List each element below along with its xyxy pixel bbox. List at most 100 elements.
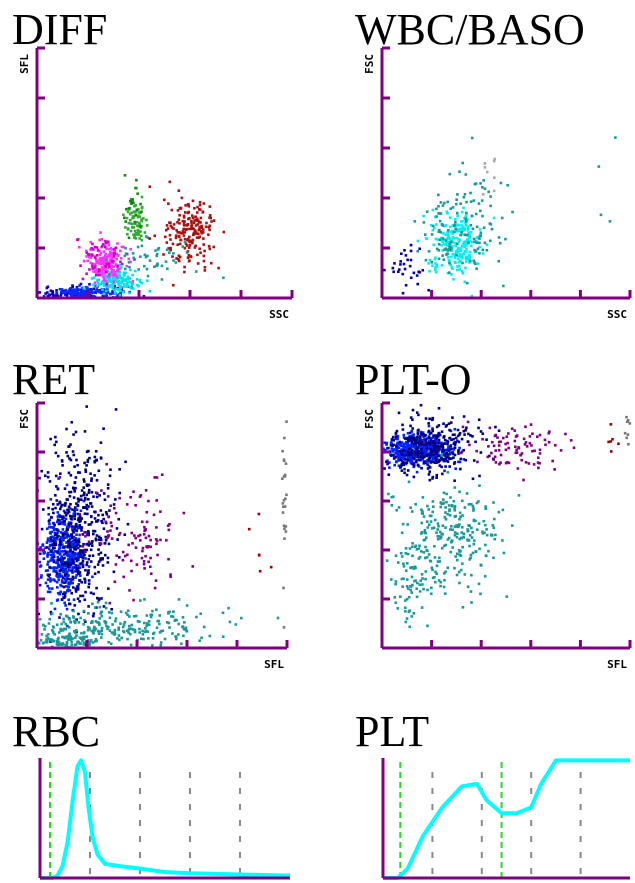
data-point <box>419 579 423 583</box>
data-point <box>399 552 403 555</box>
data-point <box>428 417 431 421</box>
data-point <box>410 591 414 594</box>
data-point <box>444 511 447 514</box>
data-point <box>50 539 53 543</box>
data-point <box>410 449 414 452</box>
data-point <box>101 268 105 272</box>
data-point <box>402 446 405 450</box>
data-point <box>82 294 85 298</box>
data-point <box>463 280 467 284</box>
data-point <box>438 556 441 560</box>
data-point <box>444 233 448 237</box>
data-point <box>56 454 60 458</box>
data-point <box>68 565 72 569</box>
data-point <box>421 268 425 272</box>
data-point <box>60 584 64 588</box>
data-point <box>53 443 56 447</box>
data-point <box>126 637 129 641</box>
data-point <box>82 636 85 640</box>
data-point <box>140 637 143 641</box>
data-point <box>385 441 389 445</box>
data-point <box>455 524 458 527</box>
data-point <box>403 248 406 252</box>
data-points <box>382 403 632 629</box>
data-point <box>417 451 420 455</box>
data-point <box>452 230 456 234</box>
data-point <box>134 213 137 217</box>
data-point <box>167 251 171 255</box>
data-point <box>75 543 78 547</box>
data-point <box>87 544 91 547</box>
data-point <box>134 231 138 235</box>
data-point <box>46 555 49 558</box>
data-point <box>483 166 487 169</box>
data-point <box>87 565 91 568</box>
data-point <box>422 551 426 554</box>
data-point <box>205 221 208 225</box>
data-point <box>65 532 69 535</box>
data-point <box>147 620 151 623</box>
data-point <box>122 623 126 626</box>
data-point <box>90 291 94 295</box>
data-point <box>87 542 91 545</box>
data-point <box>93 517 97 520</box>
data-point <box>410 545 414 549</box>
data-point <box>178 242 182 246</box>
data-point <box>459 233 462 237</box>
data-point <box>432 453 436 456</box>
data-point <box>466 528 469 531</box>
data-point <box>401 456 404 459</box>
data-point <box>463 506 467 509</box>
data-point <box>424 438 428 442</box>
data-point <box>62 545 66 549</box>
data-point <box>186 203 190 206</box>
data-point <box>420 441 423 444</box>
data-point <box>87 497 90 501</box>
data-point <box>404 454 408 457</box>
data-point <box>73 621 77 625</box>
data-point <box>443 572 446 575</box>
data-point <box>73 481 77 484</box>
data-point <box>510 427 514 431</box>
data-point <box>46 527 49 531</box>
data-point <box>68 602 71 606</box>
data-point <box>166 267 169 271</box>
data-point <box>409 435 412 439</box>
data-point <box>73 604 77 607</box>
data-point <box>609 450 613 453</box>
data-point <box>446 241 450 245</box>
data-point <box>134 546 138 549</box>
data-point <box>178 221 181 225</box>
data-point <box>142 562 146 566</box>
data-point <box>457 548 461 552</box>
data-point <box>427 288 430 292</box>
data-point <box>102 250 106 253</box>
data-point <box>425 446 429 450</box>
data-point <box>64 585 68 588</box>
data-point <box>398 440 402 444</box>
data-point <box>188 243 192 247</box>
data-point <box>82 542 85 546</box>
data-point <box>407 453 410 457</box>
data-point <box>450 540 453 544</box>
data-point <box>439 536 442 540</box>
data-point <box>443 544 446 548</box>
data-point <box>169 573 172 576</box>
data-point <box>43 625 47 628</box>
data-point <box>183 246 187 250</box>
data-point <box>48 525 51 529</box>
data-point <box>101 294 105 298</box>
data-point <box>471 551 475 555</box>
data-point <box>55 550 59 554</box>
data-point <box>147 560 150 564</box>
data-point <box>465 241 469 245</box>
data-point <box>81 556 85 560</box>
data-point <box>462 535 465 539</box>
data-point <box>444 517 448 521</box>
data-point <box>130 202 133 206</box>
data-point <box>153 476 157 479</box>
data-point <box>45 541 49 544</box>
data-point <box>281 502 285 505</box>
data-point <box>62 553 66 556</box>
data-point <box>124 246 127 250</box>
